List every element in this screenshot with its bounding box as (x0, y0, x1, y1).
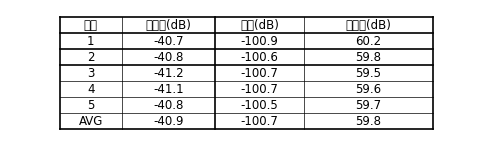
Text: 灵敏度(dB): 灵敏度(dB) (145, 19, 191, 32)
Text: 59.5: 59.5 (355, 67, 381, 80)
Text: -41.2: -41.2 (153, 67, 183, 80)
Text: -40.9: -40.9 (153, 115, 183, 128)
Text: -100.7: -100.7 (240, 67, 278, 80)
Bar (121, 81, 215, 97)
Text: 4: 4 (87, 83, 95, 96)
Bar (304, 49, 432, 65)
Bar (121, 65, 215, 81)
Text: -40.8: -40.8 (153, 51, 183, 64)
Bar (60, 65, 121, 81)
Bar (60, 33, 121, 49)
Bar (60, 81, 121, 97)
Text: 59.8: 59.8 (355, 115, 381, 128)
Text: 噪声(dB): 噪声(dB) (240, 19, 278, 32)
Text: 59.7: 59.7 (355, 99, 381, 112)
Bar (215, 113, 304, 129)
Text: 60.2: 60.2 (355, 35, 381, 48)
Bar (304, 81, 432, 97)
Bar (60, 113, 121, 129)
Text: 2: 2 (87, 51, 95, 64)
Bar (121, 17, 215, 33)
Text: -100.5: -100.5 (240, 99, 278, 112)
Bar (121, 49, 215, 65)
Text: -41.1: -41.1 (153, 83, 183, 96)
Text: 59.6: 59.6 (355, 83, 381, 96)
Text: -100.9: -100.9 (240, 35, 278, 48)
Bar (304, 97, 432, 113)
Bar (215, 17, 304, 33)
Text: 1: 1 (87, 35, 95, 48)
Bar (304, 113, 432, 129)
Bar (121, 33, 215, 49)
Text: 3: 3 (87, 67, 95, 80)
Text: AVG: AVG (79, 115, 103, 128)
Text: 59.8: 59.8 (355, 51, 381, 64)
Text: -100.7: -100.7 (240, 115, 278, 128)
Bar (304, 33, 432, 49)
Text: -40.7: -40.7 (153, 35, 183, 48)
Bar (60, 17, 121, 33)
Text: -100.7: -100.7 (240, 83, 278, 96)
Bar (215, 65, 304, 81)
Bar (121, 97, 215, 113)
Bar (215, 81, 304, 97)
Bar (60, 97, 121, 113)
Text: 5: 5 (87, 99, 95, 112)
Bar (121, 113, 215, 129)
Bar (215, 33, 304, 49)
Bar (215, 49, 304, 65)
Text: -100.6: -100.6 (240, 51, 278, 64)
Bar (304, 65, 432, 81)
Text: 编号: 编号 (84, 19, 97, 32)
Text: 信噪比(dB): 信噪比(dB) (345, 19, 391, 32)
Bar (304, 17, 432, 33)
Bar (60, 49, 121, 65)
Text: -40.8: -40.8 (153, 99, 183, 112)
Bar (215, 97, 304, 113)
